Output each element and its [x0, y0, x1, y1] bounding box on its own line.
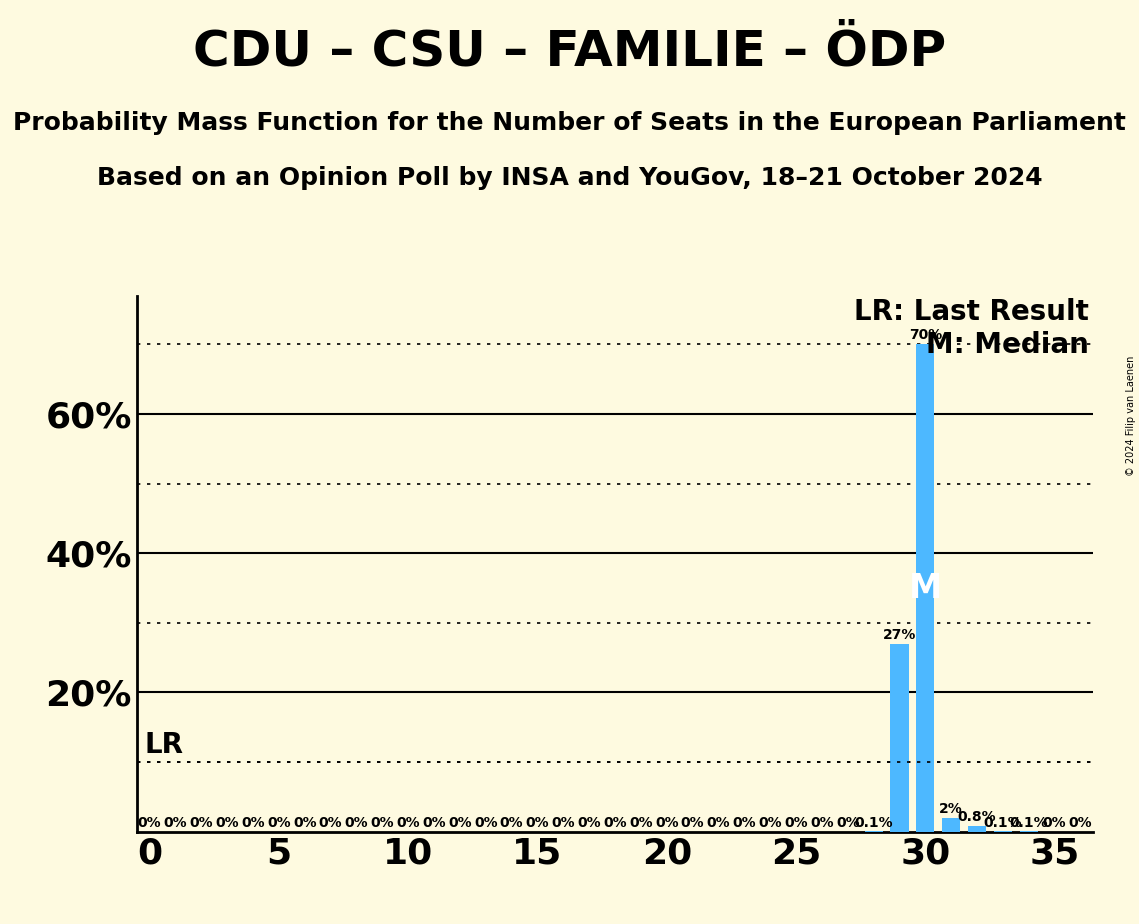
Text: 0%: 0% [836, 816, 860, 830]
Bar [968, 826, 986, 832]
Text: 0%: 0% [604, 816, 626, 830]
Text: 0%: 0% [577, 816, 601, 830]
Text: LR: LR [145, 731, 183, 759]
Text: 0%: 0% [241, 816, 265, 830]
Bar [891, 644, 909, 832]
Text: 0.1%: 0.1% [984, 816, 1022, 830]
Text: 0%: 0% [526, 816, 549, 830]
Text: Based on an Opinion Poll by INSA and YouGov, 18–21 October 2024: Based on an Opinion Poll by INSA and You… [97, 166, 1042, 190]
Text: 0%: 0% [551, 816, 575, 830]
Text: M: M [909, 572, 942, 604]
Text: © 2024 Filip van Laenen: © 2024 Filip van Laenen [1126, 356, 1136, 476]
Text: 0%: 0% [655, 816, 679, 830]
Text: 70%: 70% [909, 328, 942, 342]
Text: 0.8%: 0.8% [958, 810, 997, 824]
Text: 0%: 0% [423, 816, 445, 830]
Text: 0%: 0% [189, 816, 213, 830]
Text: 0%: 0% [164, 816, 187, 830]
Text: 27%: 27% [883, 627, 916, 641]
Text: 0%: 0% [500, 816, 524, 830]
Text: 0%: 0% [448, 816, 472, 830]
Text: 0%: 0% [319, 816, 343, 830]
Text: 0%: 0% [785, 816, 808, 830]
Text: 0%: 0% [706, 816, 730, 830]
Text: LR: Last Result: LR: Last Result [854, 298, 1089, 326]
Text: Probability Mass Function for the Number of Seats in the European Parliament: Probability Mass Function for the Number… [13, 111, 1126, 135]
Text: 0%: 0% [759, 816, 782, 830]
Text: 0%: 0% [215, 816, 239, 830]
Text: 0%: 0% [345, 816, 368, 830]
Text: 2%: 2% [940, 802, 964, 816]
Text: 0%: 0% [1068, 816, 1092, 830]
Text: 0%: 0% [810, 816, 834, 830]
Text: 0%: 0% [629, 816, 653, 830]
Text: 0%: 0% [396, 816, 420, 830]
Text: M: Median: M: Median [926, 331, 1089, 359]
Text: 0%: 0% [293, 816, 317, 830]
Text: CDU – CSU – FAMILIE – ÖDP: CDU – CSU – FAMILIE – ÖDP [192, 28, 947, 76]
Text: 0%: 0% [138, 816, 162, 830]
Text: 0%: 0% [681, 816, 704, 830]
Text: 0%: 0% [267, 816, 290, 830]
Text: 0.1%: 0.1% [854, 816, 893, 830]
Bar [916, 345, 934, 832]
Text: 0%: 0% [474, 816, 498, 830]
Text: 0%: 0% [1043, 816, 1066, 830]
Bar [942, 818, 960, 832]
Text: 0%: 0% [370, 816, 394, 830]
Text: 0%: 0% [732, 816, 756, 830]
Text: 0.1%: 0.1% [1009, 816, 1048, 830]
